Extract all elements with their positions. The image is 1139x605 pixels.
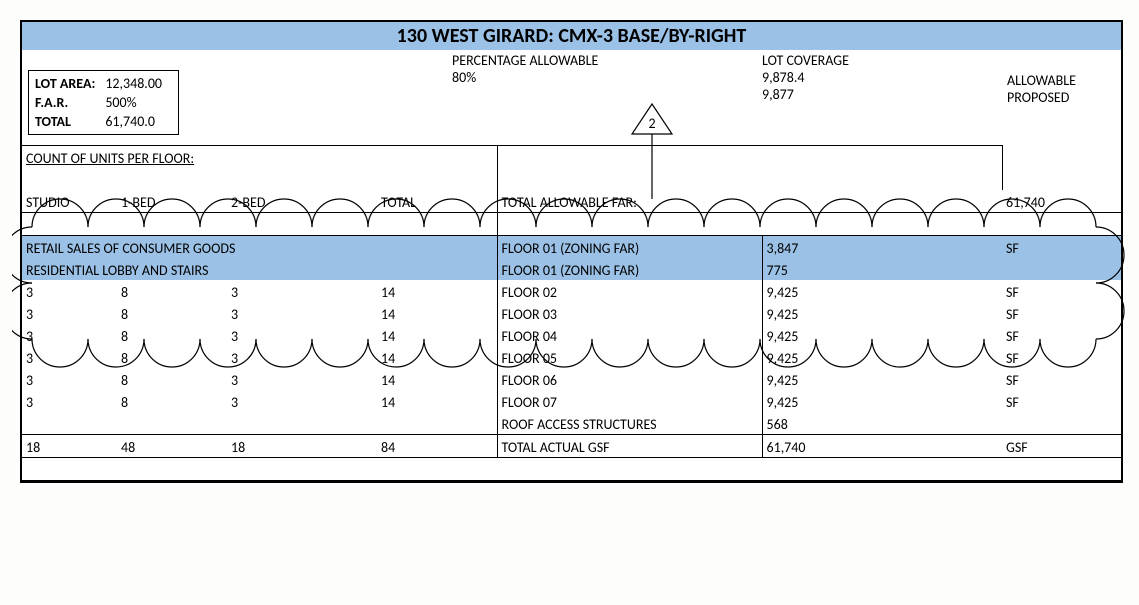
lot-coverage-allowable: 9,878.4 xyxy=(762,69,849,86)
unit-count: 8 xyxy=(117,368,227,390)
unit-count: 8 xyxy=(117,280,227,302)
lot-coverage-proposed: 9,877 xyxy=(762,86,849,103)
lot-coverage-label: LOT COVERAGE xyxy=(762,52,849,69)
zoning-sheet: 130 WEST GIRARD: CMX-3 BASE/BY-RIGHT LOT… xyxy=(20,20,1123,483)
floor-desc: ROOF ACCESS STRUCTURES xyxy=(497,412,762,435)
unit-count: 3 xyxy=(22,390,117,412)
unit-count: 3 xyxy=(227,280,377,302)
callout-number: 2 xyxy=(648,115,655,132)
table-row: 38314FLOOR 079,425SF xyxy=(22,390,1121,412)
unit-count: 8 xyxy=(117,324,227,346)
floor-value: 568 xyxy=(762,412,1002,435)
unit-count: 3 xyxy=(227,390,377,412)
floor-value: 9,425 xyxy=(762,280,1002,302)
table-row: RESIDENTIAL LOBBY AND STAIRSFLOOR 01 (ZO… xyxy=(22,258,1121,280)
percentage-allowable-label: PERCENTAGE ALLOWABLE xyxy=(452,52,598,69)
unit-count: 3 xyxy=(227,346,377,368)
table-row: 38314FLOOR 039,425SF xyxy=(22,302,1121,324)
unit-count: 8 xyxy=(117,302,227,324)
table-row: 38314FLOOR 059,425SF xyxy=(22,346,1121,368)
floor-unit: SF xyxy=(1002,368,1121,390)
total-allowable-far-value: 61,740 xyxy=(1002,190,1121,213)
percentage-allowable-block: PERCENTAGE ALLOWABLE 80% xyxy=(452,52,598,86)
table-row: 38314FLOOR 029,425SF xyxy=(22,280,1121,302)
col-1bed: 1-BED xyxy=(117,190,227,213)
unit-count: 14 xyxy=(377,324,497,346)
lot-area-label: LOT AREA: xyxy=(35,75,103,92)
col-2bed: 2-BED xyxy=(227,190,377,213)
floor-desc: FLOOR 04 xyxy=(497,324,762,346)
totals-studio: 18 xyxy=(22,435,117,458)
unit-count: 3 xyxy=(227,368,377,390)
unit-count: 14 xyxy=(377,390,497,412)
unit-count: 8 xyxy=(117,346,227,368)
unit-count: 14 xyxy=(377,280,497,302)
proposed-label: PROPOSED xyxy=(1007,89,1076,106)
floor-value: 9,425 xyxy=(762,368,1002,390)
floor-unit: SF xyxy=(1002,346,1121,368)
unit-count: 14 xyxy=(377,368,497,390)
unit-count: 3 xyxy=(227,324,377,346)
col-total: TOTAL xyxy=(377,190,497,213)
zoning-table: COUNT OF UNITS PER FLOOR: STUDIO 1-BED 2… xyxy=(22,145,1121,481)
totals-unit: GSF xyxy=(1002,435,1121,458)
total-value: 61,740.0 xyxy=(105,113,170,130)
top-section: LOT AREA: 12,348.00 F.A.R. 500% TOTAL 61… xyxy=(22,50,1121,145)
totals-1bed: 48 xyxy=(117,435,227,458)
floor-unit xyxy=(1002,258,1121,280)
page-title: 130 WEST GIRARD: CMX-3 BASE/BY-RIGHT xyxy=(397,24,747,48)
floor-value: 3,847 xyxy=(762,236,1002,259)
floor-value: 9,425 xyxy=(762,324,1002,346)
allowable-proposed-block: ALLOWABLE PROPOSED xyxy=(1007,72,1076,106)
lot-area-value: 12,348.00 xyxy=(105,75,170,92)
total-allowable-far-label: TOTAL ALLOWABLE FAR: xyxy=(497,190,1002,213)
floor-unit xyxy=(1002,412,1121,435)
floor-desc: FLOOR 05 xyxy=(497,346,762,368)
floor-unit: SF xyxy=(1002,324,1121,346)
floor-value: 9,425 xyxy=(762,346,1002,368)
totals-2bed: 18 xyxy=(227,435,377,458)
table-row: 38314FLOOR 049,425SF xyxy=(22,324,1121,346)
lobby-label: RESIDENTIAL LOBBY AND STAIRS xyxy=(22,258,497,280)
floor-desc: FLOOR 02 xyxy=(497,280,762,302)
allowable-label: ALLOWABLE xyxy=(1007,72,1076,89)
unit-count: 14 xyxy=(377,302,497,324)
floor-unit: SF xyxy=(1002,236,1121,259)
unit-count: 3 xyxy=(22,324,117,346)
units-header: COUNT OF UNITS PER FLOOR: xyxy=(22,146,497,169)
unit-count: 3 xyxy=(22,346,117,368)
floor-value: 775 xyxy=(762,258,1002,280)
floor-desc: FLOOR 07 xyxy=(497,390,762,412)
floor-value: 9,425 xyxy=(762,302,1002,324)
percentage-allowable-value: 80% xyxy=(452,69,598,86)
totals-desc: TOTAL ACTUAL GSF xyxy=(497,435,762,458)
lot-box: LOT AREA: 12,348.00 F.A.R. 500% TOTAL 61… xyxy=(28,70,179,135)
col-studio: STUDIO xyxy=(22,190,117,213)
floor-unit: SF xyxy=(1002,302,1121,324)
floor-value: 9,425 xyxy=(762,390,1002,412)
floor-desc: FLOOR 03 xyxy=(497,302,762,324)
unit-count: 3 xyxy=(22,368,117,390)
floor-unit: SF xyxy=(1002,390,1121,412)
title-bar: 130 WEST GIRARD: CMX-3 BASE/BY-RIGHT xyxy=(22,22,1121,50)
total-label: TOTAL xyxy=(35,113,103,130)
floor-desc: FLOOR 01 (ZONING FAR) xyxy=(497,258,762,280)
table-row: RETAIL SALES OF CONSUMER GOODSFLOOR 01 (… xyxy=(22,236,1121,259)
retail-label: RETAIL SALES OF CONSUMER GOODS xyxy=(22,236,497,259)
unit-count: 3 xyxy=(22,302,117,324)
table-row: ROOF ACCESS STRUCTURES568 xyxy=(22,412,1121,435)
floor-desc: FLOOR 06 xyxy=(497,368,762,390)
far-value: 500% xyxy=(105,94,170,111)
unit-count: 8 xyxy=(117,390,227,412)
far-label: F.A.R. xyxy=(35,94,103,111)
unit-count: 3 xyxy=(22,280,117,302)
totals-val: 61,740 xyxy=(762,435,1002,458)
unit-count: 14 xyxy=(377,346,497,368)
floor-desc: FLOOR 01 (ZONING FAR) xyxy=(497,236,762,259)
totals-total: 84 xyxy=(377,435,497,458)
lot-coverage-block: LOT COVERAGE 9,878.4 9,877 xyxy=(762,52,849,103)
floor-unit: SF xyxy=(1002,280,1121,302)
unit-count: 3 xyxy=(227,302,377,324)
table-row: 38314FLOOR 069,425SF xyxy=(22,368,1121,390)
